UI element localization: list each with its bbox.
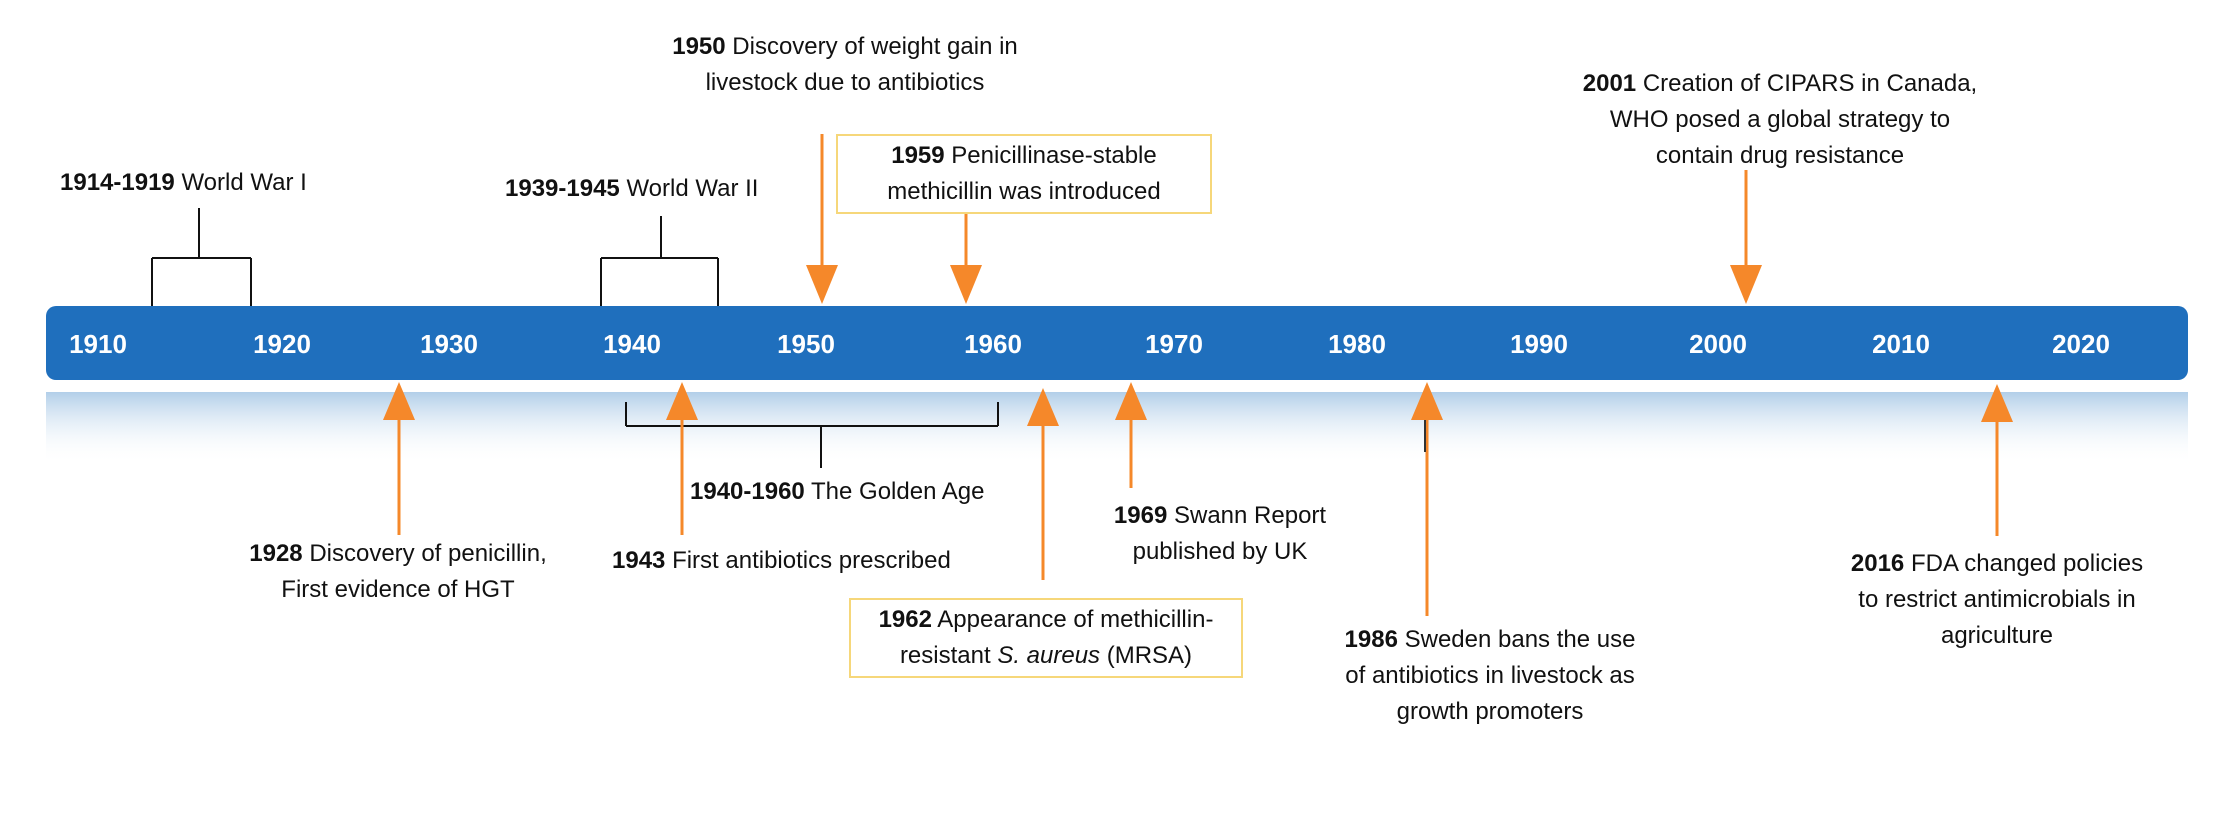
event-ww2-year: 1939-1945 [505, 175, 620, 202]
event-1950-line1: 1950 Discovery of weight gain in [640, 29, 1050, 65]
year-label-1980: 1980 [1328, 329, 1386, 359]
event-1928-line2: First evidence of HGT [281, 576, 515, 603]
event-1969-text1: Swann Report [1173, 502, 1327, 529]
arrow-1928-up [383, 382, 415, 535]
event-1962-year: 1962 [878, 606, 932, 633]
event-1959-year: 1959 [891, 142, 945, 169]
event-1959-text1: Penicillinase-stable [951, 142, 1157, 169]
event-golden-age: 1940-1960 The Golden Age [690, 474, 984, 510]
arrow-1969-up [1115, 382, 1147, 488]
event-1959-line2: methicillin was introduced [887, 178, 1161, 205]
event-2001: 2001 Creation of CIPARS in Canada, WHO p… [1555, 66, 2005, 174]
event-golden-age-text: The Golden Age [811, 478, 985, 505]
event-2001-line3: contain drug resistance [1655, 142, 1905, 169]
event-1969-year: 1969 [1113, 502, 1168, 529]
event-2001-line2: WHO posed a global strategy to [1609, 106, 1951, 133]
event-ww2-text: World War II [626, 175, 759, 202]
event-1943-text: First antibiotics prescribed [672, 547, 951, 574]
event-1986-year: 1986 [1344, 626, 1398, 653]
event-1943-year: 1943 [612, 547, 666, 574]
event-1959-box: 1959 Penicillinase-stable methicillin wa… [836, 134, 1212, 214]
event-ww1: 1914-1919 World War I [60, 165, 307, 201]
event-2001-text1: Creation of CIPARS in Canada, [1642, 70, 1978, 97]
event-1986-line1: 1986 Sweden bans the use [1320, 622, 1660, 658]
event-ww1-year: 1914-1919 [60, 169, 175, 196]
year-label-1990: 1990 [1510, 329, 1568, 359]
event-1928-text1: Discovery of penicillin, [309, 540, 547, 567]
year-label-1940: 1940 [603, 329, 661, 359]
bracket-ww1 [151, 208, 252, 306]
event-1950-line2: livestock due to antibiotics [705, 69, 985, 96]
event-2016-year: 2016 [1850, 550, 1905, 577]
timeline-bar [46, 306, 2188, 380]
arrow-2001-down [1730, 170, 1762, 304]
year-label-1910: 1910 [69, 329, 127, 359]
event-1962-box: 1962 Appearance of methicillin- resistan… [849, 598, 1243, 678]
event-1986-text1: Sweden bans the use [1404, 626, 1636, 653]
event-1962-text2a: resistant [899, 642, 998, 669]
event-1962-line2: resistant S. aureus (MRSA) [867, 638, 1225, 674]
year-label-1950: 1950 [777, 329, 835, 359]
event-1969-line2: published by UK [1132, 538, 1308, 565]
arrow-1943-up [666, 382, 698, 535]
event-ww2: 1939-1945 World War II [505, 171, 758, 207]
year-label-1970: 1970 [1145, 329, 1203, 359]
event-ww1-text: World War I [181, 169, 307, 196]
event-1928: 1928 Discovery of penicillin, First evid… [218, 536, 578, 608]
event-1950-year: 1950 [672, 33, 726, 60]
event-1950: 1950 Discovery of weight gain in livesto… [640, 29, 1050, 101]
year-label-1960: 1960 [964, 329, 1022, 359]
event-2016-text1: FDA changed policies [1910, 550, 2144, 577]
timeline-bar-reflection [46, 392, 2188, 464]
year-label-1920: 1920 [253, 329, 311, 359]
event-1986: 1986 Sweden bans the use of antibiotics … [1320, 622, 1660, 730]
event-1962-line1: 1962 Appearance of methicillin- [867, 602, 1225, 638]
event-2016-line2: to restrict antimicrobials in [1858, 586, 2136, 613]
event-1962-species: S. aureus [997, 642, 1101, 669]
event-1943: 1943 First antibiotics prescribed [612, 543, 951, 579]
bracket-ww2 [600, 216, 719, 306]
event-1950-text1: Discovery of weight gain in [732, 33, 1018, 60]
event-1986-line3: growth promoters [1396, 698, 1584, 725]
year-label-1930: 1930 [420, 329, 478, 359]
event-1962-text1: Appearance of methicillin- [937, 606, 1214, 633]
event-1969: 1969 Swann Report published by UK [1095, 498, 1345, 570]
event-1928-year: 1928 [249, 540, 303, 567]
year-label-2010: 2010 [1872, 329, 1930, 359]
event-2016-line3: agriculture [1940, 622, 2054, 649]
event-golden-age-year: 1940-1960 [690, 478, 805, 505]
event-2001-year: 2001 [1582, 70, 1637, 97]
event-2001-line1: 2001 Creation of CIPARS in Canada, [1555, 66, 2005, 102]
year-label-2000: 2000 [1689, 329, 1747, 359]
event-1928-line1: 1928 Discovery of penicillin, [218, 536, 578, 572]
arrow-1986-up [1411, 382, 1443, 616]
year-label-2020: 2020 [2052, 329, 2110, 359]
event-1962-text2b: (MRSA) [1100, 642, 1193, 669]
event-1986-line2: of antibiotics in livestock as [1345, 662, 1635, 689]
event-1959-line1: 1959 Penicillinase-stable [854, 138, 1194, 174]
event-2016-line1: 2016 FDA changed policies [1832, 546, 2162, 582]
year-labels: 1910 1920 1930 1940 1950 1960 1970 1980 … [69, 329, 2110, 359]
bracket-golden-age [625, 402, 999, 468]
arrow-1950-down [806, 134, 838, 304]
arrow-1962-up [1027, 388, 1059, 580]
arrow-2016-up [1981, 384, 2013, 536]
event-1969-line1: 1969 Swann Report [1095, 498, 1345, 534]
arrow-1959-down [950, 212, 982, 304]
event-2016: 2016 FDA changed policies to restrict an… [1832, 546, 2162, 654]
